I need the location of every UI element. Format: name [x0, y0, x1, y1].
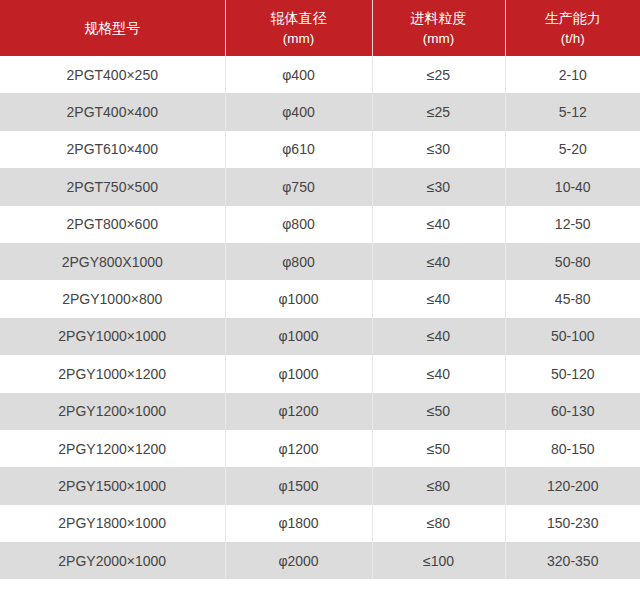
- header-label: 辊体直径: [226, 8, 372, 29]
- table-row: 2PGY1800×1000φ1800≤80150-230: [0, 505, 640, 542]
- table-cell: 2PGT750×500: [0, 168, 225, 205]
- header-unit: (mm): [226, 29, 372, 49]
- table-cell: 2PGY2000×1000: [0, 542, 225, 579]
- table-cell: ≤30: [372, 168, 505, 205]
- table-row: 2PGY800X1000φ800≤4050-80: [0, 243, 640, 280]
- header-cell-roller-diameter: 辊体直径 (mm): [225, 0, 372, 56]
- table-cell: φ400: [225, 93, 372, 130]
- table-cell: 5-12: [505, 93, 640, 130]
- table-row: 2PGT610×400φ610≤305-20: [0, 131, 640, 168]
- table-row: 2PGY1200×1000φ1200≤5060-130: [0, 393, 640, 430]
- table-cell: 50-80: [505, 243, 640, 280]
- spec-table: 规格型号 辊体直径 (mm) 进料粒度 (mm) 生产能力 (t/h) 2PGT…: [0, 0, 640, 579]
- table-cell: ≤100: [372, 542, 505, 579]
- table-cell: ≤40: [372, 206, 505, 243]
- table-cell: 2PGY1000×800: [0, 280, 225, 317]
- table-cell: φ1800: [225, 505, 372, 542]
- table-cell: 2PGY1000×1200: [0, 355, 225, 392]
- table-cell: 45-80: [505, 280, 640, 317]
- table-cell: φ750: [225, 168, 372, 205]
- table-cell: 50-120: [505, 355, 640, 392]
- table-cell: φ2000: [225, 542, 372, 579]
- table-cell: φ1500: [225, 467, 372, 504]
- table-cell: 80-150: [505, 430, 640, 467]
- header-cell-model: 规格型号: [0, 0, 225, 56]
- table-cell: φ1000: [225, 355, 372, 392]
- table-cell: ≤80: [372, 505, 505, 542]
- table-cell: ≤50: [372, 430, 505, 467]
- table-cell: ≤40: [372, 318, 505, 355]
- table-cell: φ400: [225, 56, 372, 93]
- table-row: 2PGT800×600φ800≤4012-50: [0, 206, 640, 243]
- table-row: 2PGY1200×1200φ1200≤5080-150: [0, 430, 640, 467]
- table-cell: 2PGY1500×1000: [0, 467, 225, 504]
- table-row: 2PGY1000×800φ1000≤4045-80: [0, 280, 640, 317]
- table-cell: 2PGY1200×1000: [0, 393, 225, 430]
- table-cell: φ1000: [225, 318, 372, 355]
- table-row: 2PGY1500×1000φ1500≤80120-200: [0, 467, 640, 504]
- header-unit: (mm): [373, 29, 505, 49]
- header-label: 进料粒度: [373, 8, 505, 29]
- table-cell: 50-100: [505, 318, 640, 355]
- header-label: 生产能力: [506, 8, 640, 29]
- header-label: 规格型号: [0, 18, 225, 39]
- table-cell: 60-130: [505, 393, 640, 430]
- header-cell-capacity: 生产能力 (t/h): [505, 0, 640, 56]
- table-cell: 2PGY1200×1200: [0, 430, 225, 467]
- table-cell: ≤30: [372, 131, 505, 168]
- table-cell: 5-20: [505, 131, 640, 168]
- table-cell: ≤25: [372, 56, 505, 93]
- table-cell: φ800: [225, 243, 372, 280]
- table-cell: ≤80: [372, 467, 505, 504]
- table-cell: φ1200: [225, 393, 372, 430]
- table-cell: 2PGT400×250: [0, 56, 225, 93]
- table-cell: ≤50: [372, 393, 505, 430]
- table-cell: 10-40: [505, 168, 640, 205]
- table-cell: ≤40: [372, 355, 505, 392]
- table-cell: φ1000: [225, 280, 372, 317]
- table-cell: 12-50: [505, 206, 640, 243]
- table-row: 2PGT750×500φ750≤3010-40: [0, 168, 640, 205]
- table-cell: φ610: [225, 131, 372, 168]
- table-cell: 150-230: [505, 505, 640, 542]
- table-cell: 2PGY800X1000: [0, 243, 225, 280]
- table-header: 规格型号 辊体直径 (mm) 进料粒度 (mm) 生产能力 (t/h): [0, 0, 640, 56]
- table-cell: ≤25: [372, 93, 505, 130]
- table-cell: 2PGY1800×1000: [0, 505, 225, 542]
- table-row: 2PGY1000×1200φ1000≤4050-120: [0, 355, 640, 392]
- table-row: 2PGT400×250φ400≤252-10: [0, 56, 640, 93]
- table-cell: 320-350: [505, 542, 640, 579]
- spec-table-body: 2PGT400×250φ400≤252-102PGT400×400φ400≤25…: [0, 56, 640, 579]
- table-cell: 2PGT610×400: [0, 131, 225, 168]
- table-row: 2PGT400×400φ400≤255-12: [0, 93, 640, 130]
- header-cell-feed-size: 进料粒度 (mm): [372, 0, 505, 56]
- table-cell: φ800: [225, 206, 372, 243]
- table-cell: 2PGT800×600: [0, 206, 225, 243]
- table-cell: φ1200: [225, 430, 372, 467]
- table-row: 2PGY2000×1000φ2000≤100320-350: [0, 542, 640, 579]
- header-unit: (t/h): [506, 29, 640, 49]
- table-cell: ≤40: [372, 280, 505, 317]
- table-cell: ≤40: [372, 243, 505, 280]
- table-cell: 2-10: [505, 56, 640, 93]
- table-cell: 2PGT400×400: [0, 93, 225, 130]
- header-row: 规格型号 辊体直径 (mm) 进料粒度 (mm) 生产能力 (t/h): [0, 0, 640, 56]
- table-cell: 120-200: [505, 467, 640, 504]
- table-row: 2PGY1000×1000φ1000≤4050-100: [0, 318, 640, 355]
- table-cell: 2PGY1000×1000: [0, 318, 225, 355]
